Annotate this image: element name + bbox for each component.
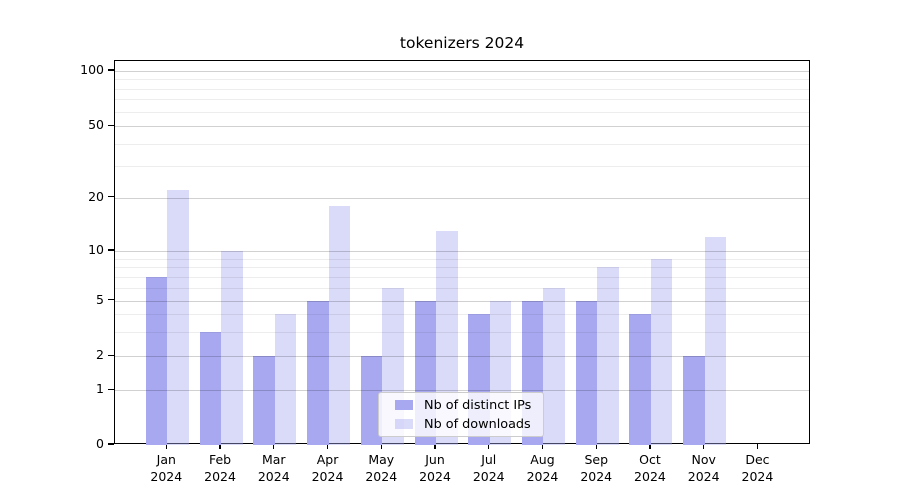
legend-label-downloads: Nb of downloads <box>424 416 531 432</box>
gridline-minor <box>115 88 809 90</box>
y-axis-tick <box>108 69 114 71</box>
y-tick-label: 1 <box>96 381 104 397</box>
gridline-minor <box>115 165 809 167</box>
y-axis-tick <box>108 124 114 126</box>
y-tick-label: 20 <box>88 188 104 204</box>
gridline-major <box>115 300 809 302</box>
y-axis-tick <box>108 443 114 445</box>
bar-distinct-ips-may <box>360 356 383 445</box>
x-axis-tick <box>756 444 759 449</box>
gridline-minor <box>115 99 809 101</box>
x-tick-label: Nov 2024 <box>687 452 720 484</box>
x-axis-tick <box>595 444 597 449</box>
gridline-major <box>115 71 809 72</box>
x-axis-tick <box>326 444 329 449</box>
legend-swatch-distinct-ips-icon <box>395 400 413 410</box>
gridline-minor <box>115 79 809 81</box>
gridline-major <box>115 356 809 358</box>
gridline-major <box>115 251 809 252</box>
gridline-minor <box>115 111 809 113</box>
bar-distinct-ips-apr <box>307 300 329 445</box>
y-tick-label: 50 <box>88 117 104 133</box>
y-tick-label: 0 <box>96 436 104 451</box>
y-tick-label: 2 <box>96 347 104 363</box>
x-tick-label: May 2024 <box>365 452 398 484</box>
y-axis-tick <box>108 249 114 251</box>
x-axis-tick <box>703 444 705 449</box>
x-tick-label: Jul 2024 <box>472 452 505 484</box>
gridline-major <box>115 126 809 128</box>
x-tick-label: Jun 2024 <box>419 452 451 484</box>
gridline-minor <box>115 143 809 145</box>
bar-downloads-nov <box>704 236 727 445</box>
legend-entry-distinct-ips: Nb of distinct IPs <box>395 398 537 413</box>
bar-downloads-aug <box>543 287 565 445</box>
legend: Nb of distinct IPs Nb of downloads <box>378 392 544 437</box>
legend-label-distinct-ips: Nb of distinct IPs <box>424 397 532 413</box>
x-tick-label: Apr 2024 <box>311 452 344 484</box>
x-axis-tick <box>649 444 651 449</box>
bar-downloads-jan <box>167 190 189 445</box>
x-tick-label: Mar 2024 <box>257 452 290 484</box>
gridline-minor <box>115 287 809 289</box>
y-axis-tick <box>108 388 114 390</box>
x-tick-label: Sep 2024 <box>580 452 613 484</box>
bar-downloads-feb <box>221 251 243 445</box>
gridline-major <box>115 390 809 392</box>
x-tick-label: Aug 2024 <box>526 452 559 484</box>
legend-entry-downloads: Nb of downloads <box>395 417 537 432</box>
x-axis-tick <box>434 444 436 449</box>
bar-distinct-ips-jan <box>145 276 168 445</box>
bar-downloads-mar <box>274 314 297 445</box>
bar-distinct-ips-oct <box>629 314 651 445</box>
plot-area <box>114 60 810 445</box>
y-axis-tick <box>108 299 114 301</box>
x-tick-label: Feb 2024 <box>204 452 236 484</box>
bar-downloads-jun <box>436 230 458 445</box>
bar-distinct-ips-feb <box>199 331 222 445</box>
bar-distinct-ips-nov <box>683 356 705 445</box>
x-axis-tick <box>380 444 382 449</box>
gridline-minor <box>115 276 809 278</box>
bar-distinct-ips-sep <box>575 300 598 445</box>
y-tick-label: 100 <box>80 62 104 77</box>
bar-distinct-ips-mar <box>253 356 275 445</box>
gridline-minor <box>115 331 809 333</box>
bar-downloads-apr <box>328 205 351 445</box>
x-tick-label: Jan 2024 <box>150 452 183 484</box>
gridline-minor <box>115 266 809 268</box>
x-tick-label: Oct 2024 <box>634 452 666 484</box>
x-axis-tick <box>273 444 275 449</box>
legend-swatch-downloads-icon <box>395 419 413 429</box>
y-axis-tick <box>108 354 114 356</box>
y-tick-label: 5 <box>96 291 104 307</box>
gridline-minor <box>115 258 809 260</box>
bar-downloads-oct <box>650 258 673 445</box>
x-axis-tick <box>165 444 167 449</box>
y-axis-tick <box>108 195 114 198</box>
x-axis-tick <box>219 444 221 449</box>
gridline-minor <box>115 314 809 316</box>
x-axis-tick <box>488 444 490 449</box>
chart-title: tokenizers 2024 <box>399 34 525 52</box>
x-tick-label: Dec 2024 <box>741 452 774 484</box>
gridline-major <box>115 197 809 199</box>
x-axis-tick <box>541 444 544 449</box>
y-tick-label: 10 <box>88 242 104 257</box>
bar-downloads-sep <box>597 266 619 445</box>
